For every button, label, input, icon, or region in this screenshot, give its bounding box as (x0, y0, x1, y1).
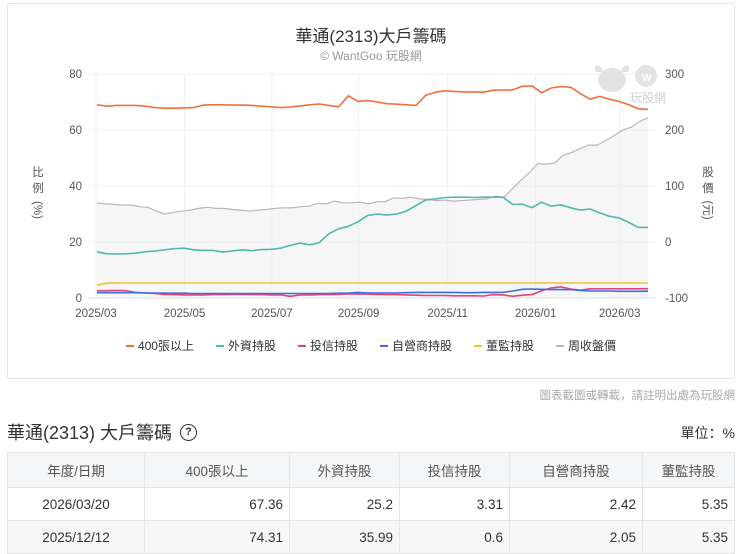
table-row: 2026/03/20 67.36 25.2 3.31 2.42 5.35 (7, 487, 735, 521)
holdings-table: 年度/日期 400張以上 外資持股 投信持股 自營商持股 董監持股 2026/0… (7, 452, 735, 554)
x-tick-label: 2025/03 (75, 308, 117, 320)
chart-legend: 400張以上 外資持股 投信持股 自營商持股 董監持股 周收盤價 (8, 337, 734, 354)
legend-item-400-lots[interactable]: 400張以上 (125, 337, 194, 354)
legend-swatch (125, 344, 134, 347)
axis-title: 例 (32, 181, 44, 195)
series-line[interactable] (96, 85, 649, 111)
legend-swatch (474, 344, 483, 347)
chart-subtitle: © WantGoo 玩股網 (320, 49, 422, 63)
cell-investment-trust: 0.6 (399, 520, 510, 554)
axis-title: 股 (702, 166, 714, 179)
wantgoo-watermark-logo: W 玩股網 (590, 62, 670, 111)
cell-foreign: 25.2 (289, 487, 400, 521)
svg-text:W: W (642, 73, 652, 84)
y2-tick-label: 0 (665, 237, 671, 249)
col-dealer: 自營商持股 (509, 452, 643, 488)
legend-label: 董監持股 (486, 339, 535, 353)
chart-card: 華通(2313)大戶籌碼 © WantGoo 玩股網 0 20 40 60 80 -100… (7, 3, 735, 379)
series-line[interactable] (96, 196, 648, 255)
legend-label: 周收盤價 (568, 339, 617, 353)
y2-tick-label: 100 (665, 181, 684, 193)
legend-label: 投信持股 (309, 339, 358, 353)
cell-directors: 5.35 (642, 487, 735, 521)
unit-label: 單位：% (680, 425, 735, 441)
y-tick-label: 20 (69, 237, 82, 249)
legend-item-weekly-close[interactable]: 周收盤價 (556, 337, 616, 354)
x-tick-label: 2025/09 (338, 308, 380, 320)
x-tick-label: 2025/05 (164, 308, 206, 320)
legend-item-foreign[interactable]: 外資持股 (215, 337, 276, 354)
x-tick-label: 2026/03 (599, 308, 641, 320)
col-directors: 董監持股 (642, 452, 735, 488)
series-line[interactable] (96, 117, 649, 215)
cell-dealer: 2.05 (509, 520, 643, 554)
y-tick-label: 40 (69, 181, 82, 193)
legend-item-directors[interactable]: 董監持股 (474, 337, 534, 354)
series-line[interactable] (96, 282, 648, 286)
legend-item-dealer[interactable]: 自營商持股 (380, 337, 452, 354)
section-title: 華通(2313) 大戶籌碼 ? (7, 419, 198, 445)
svg-text:玩股網: 玩股網 (630, 91, 666, 105)
cell-directors: 5.35 (642, 520, 735, 554)
axis-title: (%) (31, 201, 43, 219)
y-tick-label: 60 (69, 125, 82, 137)
cell-foreign: 35.99 (289, 520, 400, 554)
col-date: 年度/日期 (7, 452, 145, 488)
col-foreign: 外資持股 (289, 452, 400, 488)
y-tick-label: 0 (76, 293, 82, 305)
legend-swatch (380, 344, 388, 347)
col-investment-trust: 投信持股 (399, 452, 510, 488)
legend-item-investment-trust[interactable]: 投信持股 (297, 337, 358, 354)
series-line[interactable] (97, 288, 649, 295)
legend-swatch (215, 344, 224, 347)
cell-400-lots: 67.36 (144, 487, 290, 521)
legend-swatch (297, 344, 306, 347)
y-tick-label: 80 (69, 69, 82, 81)
axis-title: (元) (701, 200, 713, 219)
legend-label: 400張以上 (137, 339, 194, 353)
x-tick-label: 2025/07 (251, 308, 293, 320)
chart-plot-area[interactable]: 0 20 40 60 80 -100 0 100 200 300 2025/03 2025/05 202… (8, 4, 736, 334)
cell-date: 2025/12/12 (7, 520, 145, 554)
help-icon[interactable]: ? (180, 423, 198, 441)
series-line[interactable] (97, 286, 649, 298)
cell-400-lots: 74.31 (144, 520, 290, 554)
copyright-notice: 圖表截圖或轉載，請註明出處為玩股網 (539, 390, 736, 402)
table-header-row: 年度/日期 400張以上 外資持股 投信持股 自營商持股 董監持股 (7, 452, 735, 488)
cell-investment-trust: 3.31 (399, 487, 510, 521)
chart-title: 華通(2313)大戶籌碼 (295, 27, 447, 46)
x-tick-label: 2025/11 (427, 308, 468, 320)
cell-dealer: 2.42 (509, 487, 643, 521)
legend-swatch (556, 344, 565, 347)
cell-date: 2026/03/20 (7, 487, 145, 521)
x-tick-label: 2026/01 (515, 308, 557, 320)
axis-title: 價 (702, 181, 714, 195)
y2-tick-label: 200 (665, 125, 684, 137)
legend-label: 自營商持股 (392, 339, 453, 353)
table-row: 2025/12/12 74.31 35.99 0.6 2.05 5.35 (7, 520, 735, 554)
axis-title: 比 (32, 166, 44, 179)
col-400-lots: 400張以上 (144, 452, 290, 488)
y2-tick-label: -100 (665, 293, 688, 305)
section-title-text: 華通(2313) 大戶籌碼 (7, 423, 173, 443)
legend-label: 外資持股 (227, 339, 276, 353)
y2-tick-label: 300 (665, 69, 684, 81)
